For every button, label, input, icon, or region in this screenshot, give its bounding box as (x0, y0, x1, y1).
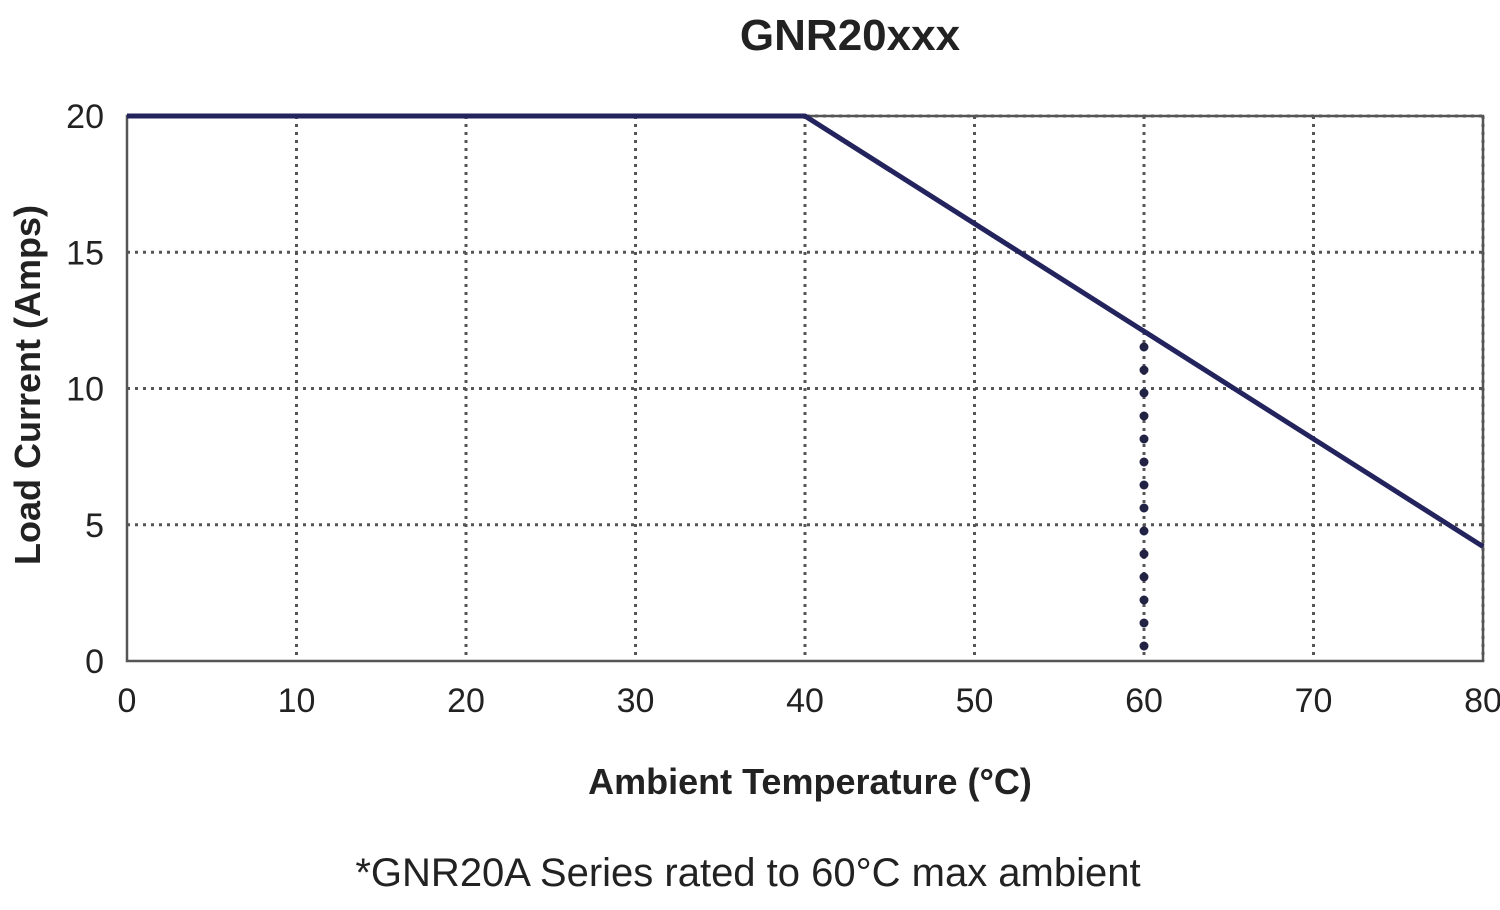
grid-lines (127, 114, 1485, 661)
y-tick-label-0: 0 (85, 643, 104, 681)
chart-title: GNR20xxx (740, 11, 961, 60)
y-tick-label-10: 10 (66, 371, 104, 409)
x-tick-label-70: 70 (1295, 682, 1333, 720)
y-tick-labels: 0 5 10 15 20 (66, 98, 104, 681)
y-axis-label: Load Current (Amps) (7, 205, 48, 565)
x-tick-label-80: 80 (1464, 682, 1500, 720)
series-line-0 (127, 113, 1485, 549)
x-tick-label-30: 30 (617, 682, 655, 720)
x-axis-label: Ambient Temperature (°C) (588, 761, 1032, 802)
x-tick-label-20: 20 (447, 682, 485, 720)
footnote: *GNR20A Series rated to 60°C max ambient (355, 851, 1140, 895)
x-tick-label-0: 0 (118, 682, 137, 720)
y-tick-label-5: 5 (85, 507, 104, 545)
x-tick-label-60: 60 (1125, 682, 1163, 720)
x-tick-label-50: 50 (956, 682, 994, 720)
y-tick-label-15: 15 (66, 234, 104, 272)
x-tick-label-40: 40 (786, 682, 824, 720)
x-tick-label-10: 10 (278, 682, 316, 720)
y-tick-label-20: 20 (66, 98, 104, 136)
series-group (127, 113, 1485, 549)
x-tick-labels: 0 10 20 30 40 50 60 70 80 (118, 682, 1500, 720)
